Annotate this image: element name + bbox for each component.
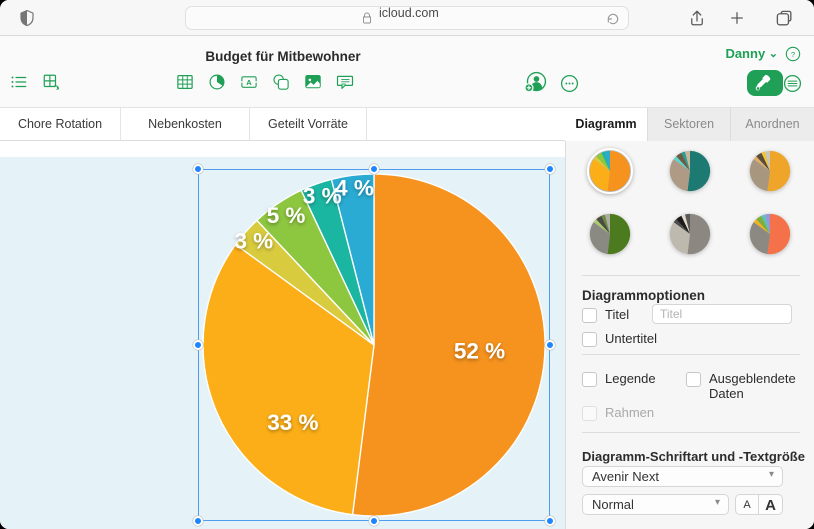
svg-text:?: ?: [791, 50, 795, 59]
svg-text:A: A: [246, 78, 252, 87]
svg-text:52 %: 52 %: [454, 339, 505, 364]
svg-text:5 %: 5 %: [267, 203, 306, 228]
svg-text:4 %: 4 %: [335, 175, 374, 200]
svg-text:33 %: 33 %: [267, 410, 318, 435]
svg-text:3 %: 3 %: [234, 228, 273, 253]
